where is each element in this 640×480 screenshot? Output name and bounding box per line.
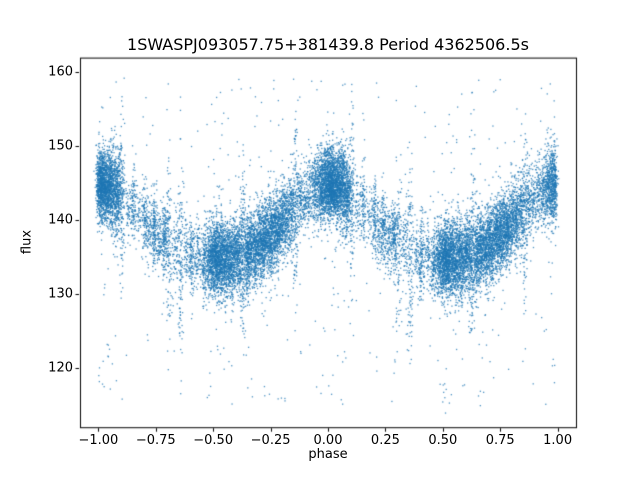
x-tick-label: −0.50: [193, 433, 234, 448]
y-tick-label: 120: [48, 360, 73, 376]
x-tick-label: 0.75: [485, 433, 515, 448]
y-axis-label: flux: [19, 229, 35, 255]
x-tick-label: −0.25: [250, 433, 291, 448]
x-axis-label: phase: [308, 447, 348, 462]
y-tick-label: 150: [48, 138, 73, 154]
x-tick-label: −1.00: [78, 433, 119, 448]
x-tick-label: 0.25: [370, 433, 400, 448]
y-tick-label: 130: [48, 286, 73, 302]
x-tick-label: 1.00: [543, 433, 573, 448]
x-tick-label: −0.75: [135, 433, 176, 448]
y-tick-label: 160: [48, 64, 73, 80]
x-tick-label: 0.50: [428, 433, 458, 448]
x-tick-label: 0.00: [313, 433, 343, 448]
chart-title: 1SWASPJ093057.75+381439.8 Period 4362506…: [127, 35, 529, 54]
y-tick-label: 140: [48, 212, 73, 228]
